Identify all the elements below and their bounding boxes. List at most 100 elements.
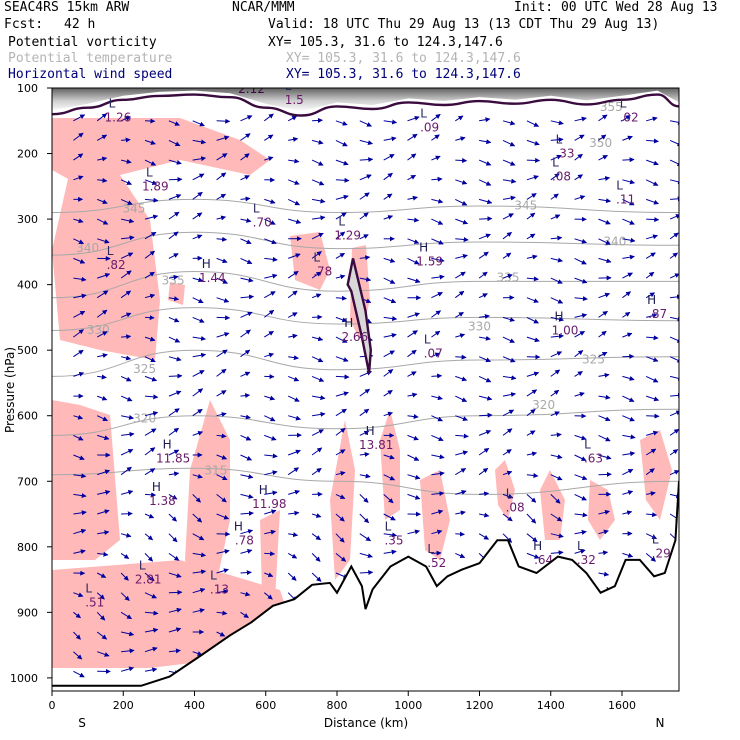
wind-vector [431,176,443,182]
wind-vector [240,611,249,619]
wind-vector [479,412,493,418]
wind-vector [311,467,322,476]
wind-vector [502,252,512,259]
wind-vector [383,369,394,377]
wind-vector [526,233,536,240]
wind-vector [502,470,513,476]
wind-vector [526,409,536,417]
wind-vector [264,470,278,476]
wind-vector [73,670,85,678]
wind-vector [312,215,326,221]
wind-vector [407,434,419,441]
wind-vector [598,292,611,299]
wind-vector [97,509,110,515]
wind-vector [479,335,491,341]
extremum-value-label: .52 [427,556,446,570]
x-tick-label: 1600 [608,699,636,712]
wind-vector [669,273,679,279]
wind-vector [168,471,180,477]
tropopause-pv-contour [52,93,679,117]
wind-vector [383,193,393,200]
wind-vector [526,371,540,377]
extremum-value-label: .13 [210,582,229,596]
wind-vector [335,295,347,301]
extremum-H: H1.44 [199,257,226,285]
wind-vector [335,374,350,380]
wind-vector [263,592,273,600]
wind-vector [120,631,135,637]
wind-vector [622,510,633,516]
wind-vector [407,115,420,122]
wind-vector [407,414,419,420]
extremum-value-label: 13.81 [359,438,393,452]
wind-vector [455,115,464,122]
wind-vector [120,489,134,495]
field-xy-theta: XY= 105.3, 31.6 to 124.3,147.6 [286,51,521,66]
extremum-value-label: 11.85 [156,451,190,465]
extremum-value-label: .08 [552,169,571,183]
wind-vector [97,238,110,244]
extremum-type-label: H [202,257,211,271]
wind-vector [670,119,679,125]
wind-vectors [73,113,679,678]
extremum-L: L1.29 [334,214,361,242]
extremum-value-label: 1.29 [334,228,361,242]
wind-vector [240,570,252,576]
wind-vector [335,471,346,476]
wind-vector [73,631,81,640]
wind-vector [383,297,397,304]
wind-vector [455,136,466,142]
wind-vector [526,139,540,146]
wind-vector [335,391,349,397]
wind-vector [120,414,135,420]
wind-vector [407,217,420,223]
y-tick-label: 700 [17,475,38,488]
wind-vector [192,408,203,417]
wind-vector [574,474,588,481]
wind-vector [97,530,110,536]
x-tick-label: 200 [113,699,134,712]
extremum-value-label: .29 [652,546,671,560]
wind-vector [526,212,536,220]
extremum-L: L.51 [85,582,104,610]
wind-vector [598,372,610,378]
theta-label: 325 [582,352,605,366]
wind-vector [645,553,656,562]
wind-vector [455,198,468,206]
wind-vector [120,466,132,476]
wind-vector [550,235,563,241]
wind-vector [622,332,633,338]
wind-vector [383,454,395,460]
wind-vector [550,454,563,460]
wind-vector [311,513,322,518]
wind-vector [216,631,226,637]
wind-vector [97,177,108,183]
extremum-value-label: .08 [506,500,525,514]
wind-vector [168,552,180,561]
wind-vector [431,550,442,556]
wind-vector [216,193,227,200]
wind-vector [216,118,231,124]
pv-shaded-region [420,470,450,560]
wind-vector [144,375,158,382]
extremum-L: L.52 [427,542,446,570]
wind-vector [264,273,278,279]
wind-vector [622,272,633,279]
wind-vector [144,627,159,633]
wind-vector [311,572,322,582]
wind-vector [645,468,655,476]
wind-vector [144,139,156,145]
wind-vector [502,392,517,397]
wind-vector [383,172,393,181]
wind-vector [168,316,180,323]
wind-vector [359,430,370,436]
wind-vector [240,591,251,597]
wind-vector [598,434,611,442]
wind-vector [478,179,492,186]
wind-vector [622,375,635,381]
wind-vector [455,450,469,456]
wind-vector [359,533,372,542]
wind-vector [168,231,179,240]
wind-vector [455,333,466,339]
wind-vector [359,388,371,397]
